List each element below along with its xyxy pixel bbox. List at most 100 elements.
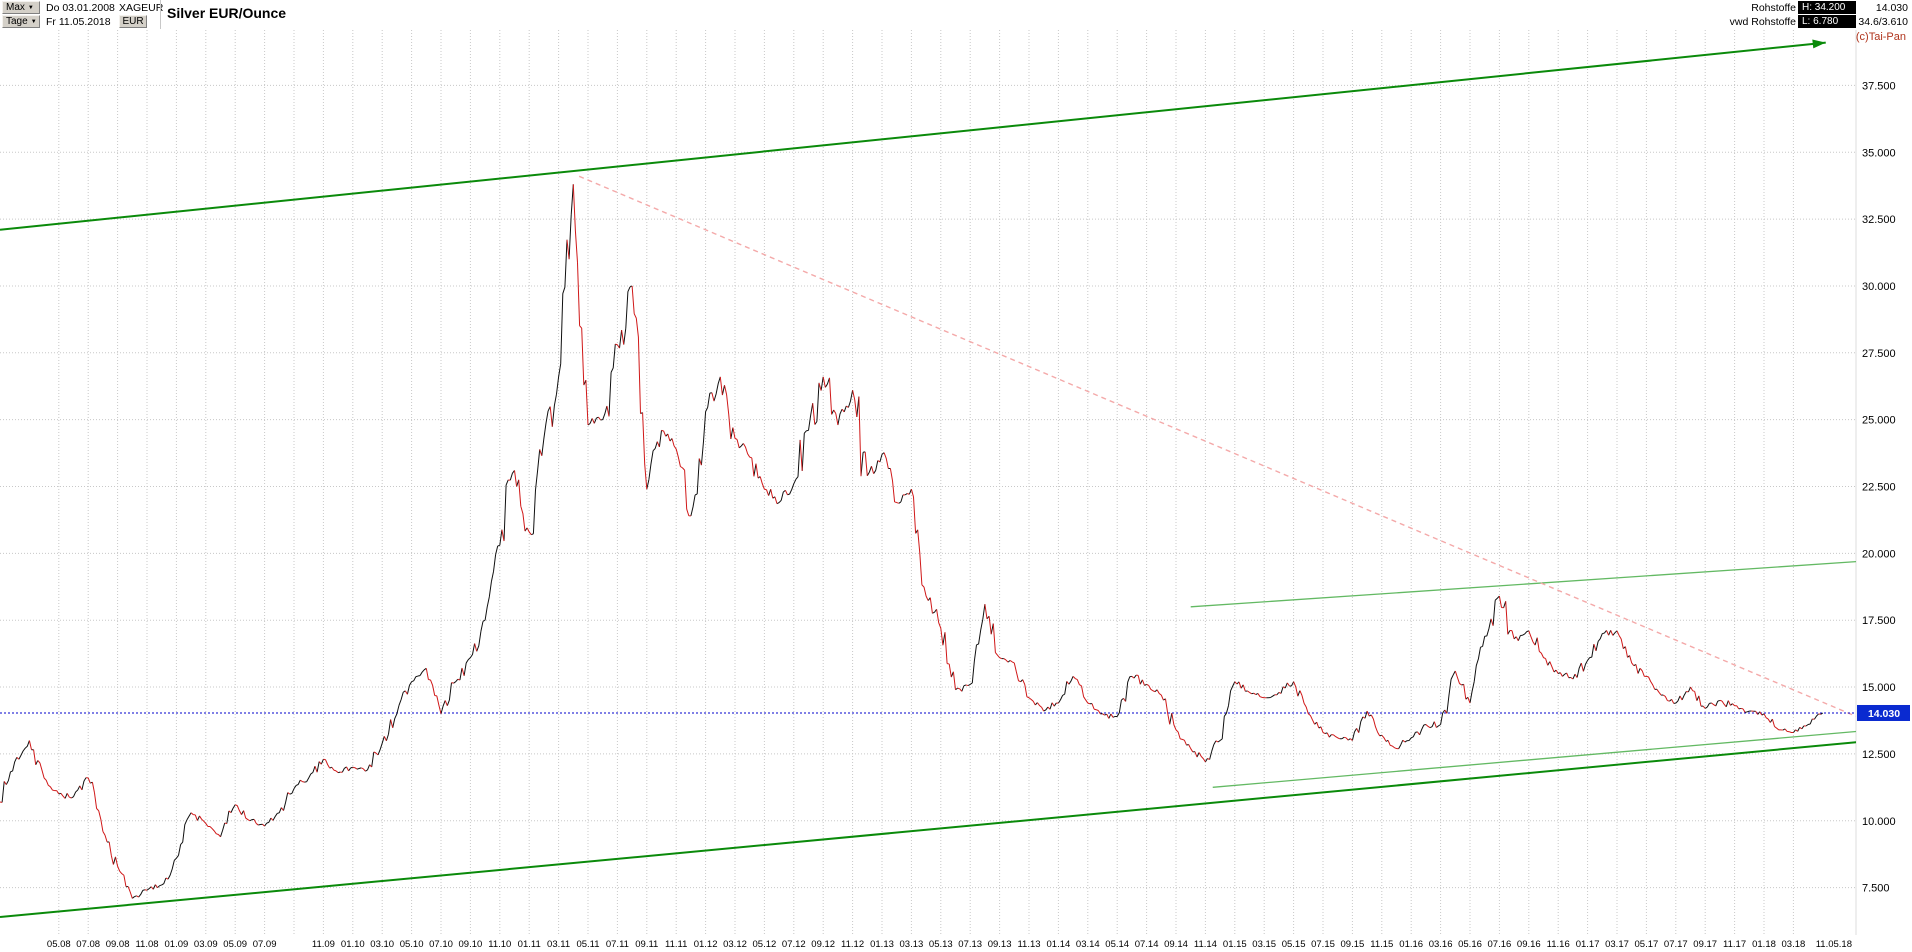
y-axis-labels: 37.500 35.000 32.500 30.000 27.500 25.000 22.5… [1862,80,1896,894]
svg-text:11.17: 11.17 [1723,939,1746,950]
svg-text:11.08: 11.08 [135,939,158,950]
svg-text:05.17: 05.17 [1635,939,1659,950]
svg-text:07.09: 07.09 [253,939,277,950]
svg-text:07.14: 07.14 [1135,939,1159,950]
svg-text:05.11: 05.11 [576,939,599,950]
svg-text:35.000: 35.000 [1862,147,1896,159]
svg-text:01.09: 01.09 [165,939,189,950]
x-axis-labels: 05.08 07.08 09.08 11.08 01.09 03.09 05.09 07.09… [47,939,1805,950]
gridlines [0,30,1856,935]
toolbar: Max ▼ Do 03.01.2008 XAGEUR Tage ▼ Fr 11.… [0,0,1912,29]
currency-button[interactable]: EUR [119,15,147,28]
header-divider [160,0,161,29]
chevron-down-icon: ▼ [30,18,37,25]
svg-text:03.12: 03.12 [723,939,747,950]
svg-text:11.11: 11.11 [665,939,687,950]
svg-text:01.16: 01.16 [1399,939,1423,950]
svg-text:09.14: 09.14 [1164,939,1188,950]
svg-text:01.13: 01.13 [870,939,894,950]
svg-text:05.12: 05.12 [753,939,777,950]
svg-text:07.17: 07.17 [1664,939,1688,950]
svg-text:11.15: 11.15 [1370,939,1393,950]
last-price-axis-box [1857,704,1910,721]
start-date-field[interactable]: Do 03.01.2008 [46,2,115,14]
svg-text:01.11: 01.11 [518,939,541,950]
svg-text:01.12: 01.12 [694,939,718,950]
svg-text:07.08: 07.08 [76,939,100,950]
period-low-badge: L: 6.780 [1798,15,1856,28]
currency-label: EUR [122,16,144,27]
svg-text:07.16: 07.16 [1488,939,1512,950]
trendline-lower-channel[interactable] [0,741,1860,919]
svg-text:22.500: 22.500 [1862,482,1896,494]
chevron-down-icon: ▼ [27,4,34,11]
trendline-arrowhead-icon [1812,39,1826,49]
svg-text:03.16: 03.16 [1429,939,1453,950]
last-price-readout: 14.030 [1875,2,1908,14]
svg-text:09.11: 09.11 [635,939,658,950]
svg-text:10.000: 10.000 [1862,816,1896,828]
svg-text:09.10: 09.10 [459,939,483,950]
svg-text:05.15: 05.15 [1282,939,1306,950]
trendline-inner-upper[interactable] [1190,560,1860,608]
svg-text:11.10: 11.10 [488,939,511,950]
svg-text:09.12: 09.12 [811,939,835,950]
svg-text:32.500: 32.500 [1862,214,1896,226]
svg-text:01.17: 01.17 [1576,939,1600,950]
svg-text:01.14: 01.14 [1047,939,1071,950]
price-line-down [0,184,1821,899]
svg-text:05.13: 05.13 [929,939,953,950]
period-dropdown-label: Tage [6,16,28,27]
svg-text:05.16: 05.16 [1458,939,1482,950]
svg-text:11.12: 11.12 [841,939,864,950]
svg-text:03.18: 03.18 [1782,939,1806,950]
svg-text:03.09: 03.09 [194,939,218,950]
svg-text:30.000: 30.000 [1862,281,1896,293]
period-dropdown[interactable]: Tage ▼ [2,15,40,28]
svg-text:09.17: 09.17 [1693,939,1717,950]
svg-text:07.12: 07.12 [782,939,806,950]
svg-text:17.500: 17.500 [1862,615,1896,627]
svg-text:05.08: 05.08 [47,939,71,950]
svg-text:11.16: 11.16 [1547,939,1570,950]
range-readout: 34.6/3.610 [1858,16,1908,28]
trendline-upper-channel[interactable] [0,41,1826,231]
svg-text:20.000: 20.000 [1862,548,1896,560]
trendlines [0,39,1860,919]
trendline-downtrend-resistance[interactable] [578,175,1859,718]
feed-provider: vwd Rohstoffe [1729,16,1796,28]
svg-text:09.16: 09.16 [1517,939,1541,950]
svg-text:11.09: 11.09 [312,939,335,950]
svg-text:12.500: 12.500 [1862,749,1896,761]
svg-text:01.15: 01.15 [1223,939,1247,950]
svg-text:01.10: 01.10 [341,939,365,950]
svg-text:05.09: 05.09 [223,939,247,950]
svg-text:09.08: 09.08 [106,939,130,950]
end-date-field[interactable]: Fr 11.05.2018 [46,16,111,28]
svg-text:03.17: 03.17 [1605,939,1629,950]
svg-text:25.000: 25.000 [1862,415,1896,427]
period-high-badge: H: 34.200 [1798,1,1856,14]
chart-title: Silver EUR/Ounce [167,5,287,21]
svg-text:09.13: 09.13 [988,939,1012,950]
range-dropdown-label: Max [6,2,25,13]
x-axis-last-date: 11.05.18 [1816,939,1852,950]
svg-text:11.14: 11.14 [1194,939,1217,950]
svg-text:07.10: 07.10 [429,939,453,950]
feed-name: Rohstoffe [1751,2,1796,14]
svg-text:01.18: 01.18 [1752,939,1776,950]
trendline-inner-lower[interactable] [1212,730,1860,788]
price-line-up [1,184,1824,899]
price-series [0,184,1824,899]
svg-text:11.13: 11.13 [1017,939,1040,950]
svg-text:03.14: 03.14 [1076,939,1100,950]
svg-text:07.11: 07.11 [606,939,629,950]
svg-text:05.10: 05.10 [400,939,424,950]
range-dropdown[interactable]: Max ▼ [2,1,40,14]
svg-text:7.500: 7.500 [1862,883,1890,895]
svg-text:37.500: 37.500 [1862,80,1896,92]
svg-text:03.15: 03.15 [1252,939,1276,950]
symbol-label: XAGEUR [119,2,164,14]
svg-text:07.13: 07.13 [958,939,982,950]
